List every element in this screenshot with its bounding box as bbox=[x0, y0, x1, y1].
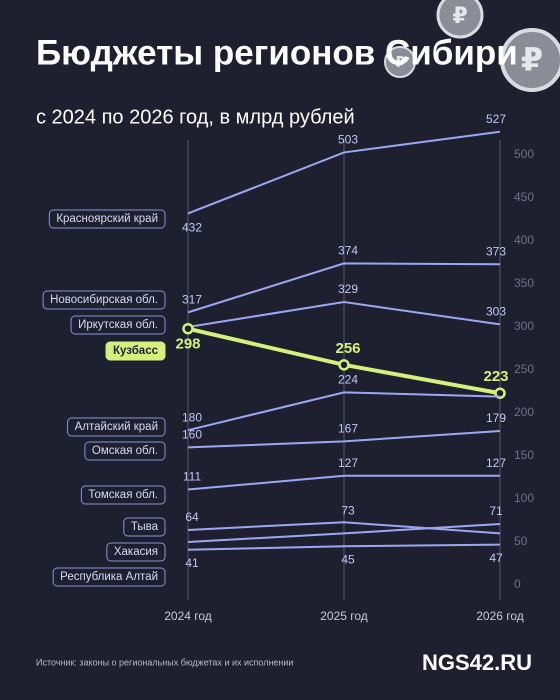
data-label: 223 bbox=[483, 368, 508, 385]
data-label: 180 bbox=[182, 410, 202, 424]
data-label: 503 bbox=[338, 133, 358, 147]
y-tick-label: 100 bbox=[514, 491, 534, 505]
y-tick-label: 400 bbox=[514, 233, 534, 247]
series-line bbox=[187, 301, 501, 328]
point bbox=[338, 359, 350, 371]
data-label: 256 bbox=[335, 340, 360, 357]
series-name: Республика Алтай bbox=[60, 571, 158, 583]
y-tick-label: 450 bbox=[514, 190, 534, 204]
pill-box bbox=[106, 542, 166, 562]
series-name: Омская обл. bbox=[92, 445, 158, 457]
y-tick-label: 350 bbox=[514, 276, 534, 290]
data-label: 47 bbox=[489, 551, 503, 565]
y-tick-label: 500 bbox=[514, 147, 534, 161]
pill-box bbox=[123, 517, 166, 537]
series-line bbox=[187, 474, 500, 491]
y-tick-label: 150 bbox=[514, 448, 534, 462]
y-tick-label: 0 bbox=[514, 577, 521, 591]
series-name: Новосибирская обл. bbox=[50, 294, 158, 306]
source: Источник: законы о региональных бюджетах… bbox=[36, 657, 293, 667]
pill-box bbox=[48, 209, 166, 229]
y-tick-label: 200 bbox=[514, 405, 534, 419]
pill-box bbox=[67, 417, 166, 437]
series-name-pill: Красноярский край bbox=[48, 209, 166, 229]
series-name: Хакасия bbox=[114, 546, 158, 558]
series-line bbox=[187, 262, 501, 314]
data-label: 45 bbox=[341, 552, 355, 566]
series-name-pill: Республика Алтай bbox=[52, 567, 166, 587]
svg-text:₽: ₽ bbox=[395, 54, 405, 71]
pill-box bbox=[105, 341, 166, 361]
series-name-pill: Тыва bbox=[123, 517, 166, 537]
data-label: 41 bbox=[185, 556, 199, 570]
series-name-pill: Новосибирская обл. bbox=[42, 290, 166, 310]
y-tick-label: 300 bbox=[514, 319, 534, 333]
data-label: 303 bbox=[486, 305, 506, 319]
pill-box bbox=[52, 567, 166, 587]
data-label: 160 bbox=[182, 428, 202, 442]
coins: ₽ ₽ ₽ bbox=[384, 0, 560, 92]
data-label: 167 bbox=[338, 422, 358, 436]
pill-box bbox=[80, 485, 166, 505]
data-label: 374 bbox=[338, 244, 358, 258]
series-name-pill: Иркутская обл. bbox=[70, 315, 166, 335]
series-name-pill: Хакасия bbox=[106, 542, 166, 562]
series-line bbox=[187, 522, 501, 543]
series-name: Алтайский край bbox=[75, 421, 158, 433]
data-label: 73 bbox=[341, 503, 355, 517]
pill-box bbox=[84, 441, 166, 461]
data-label: 317 bbox=[182, 293, 202, 307]
data-label: 127 bbox=[486, 456, 506, 470]
subtitle: с 2024 по 2026 год, в млрд рублей bbox=[36, 106, 355, 128]
data-label: 111 bbox=[183, 470, 202, 484]
series-line bbox=[187, 130, 501, 215]
title: Бюджеты регионов Сибири bbox=[36, 33, 518, 72]
data-label: 127 bbox=[338, 456, 358, 470]
series-line bbox=[187, 391, 501, 432]
series-name: Иркутская обл. bbox=[78, 319, 158, 331]
data-label: 71 bbox=[489, 504, 503, 518]
series-name-pill: Кузбасс bbox=[105, 341, 166, 361]
svg-text:₽: ₽ bbox=[452, 3, 467, 28]
series-name: Томская обл. bbox=[88, 489, 158, 501]
data-label: 527 bbox=[486, 112, 506, 126]
series-name-pill: Алтайский край bbox=[67, 417, 166, 437]
series-name-pill: Омская обл. bbox=[84, 441, 166, 461]
series-line bbox=[187, 543, 501, 551]
point bbox=[182, 322, 194, 335]
data-label: 298 bbox=[175, 336, 200, 353]
series-line bbox=[187, 430, 501, 449]
data-label: 64 bbox=[185, 510, 199, 524]
data-label: 329 bbox=[338, 282, 358, 296]
pill-box bbox=[70, 315, 166, 335]
series-name: Красноярский край bbox=[56, 213, 158, 225]
svg-text:₽: ₽ bbox=[521, 41, 543, 77]
series-name: Тыва bbox=[131, 521, 159, 533]
x-tick-label: 2026 год bbox=[476, 609, 524, 623]
x-tick-label: 2025 год bbox=[320, 609, 368, 623]
data-label: 224 bbox=[338, 373, 358, 387]
pill-box bbox=[42, 290, 166, 310]
data-label: 432 bbox=[182, 221, 202, 235]
brand: NGS42.RU bbox=[422, 650, 532, 675]
y-tick-label: 50 bbox=[514, 534, 528, 548]
x-tick-label: 2024 год bbox=[164, 609, 212, 623]
series-name-pill: Томская обл. bbox=[80, 485, 166, 505]
series-name: Кузбасс bbox=[113, 345, 159, 357]
point bbox=[494, 387, 506, 399]
series-line bbox=[187, 521, 501, 535]
data-label: 179 bbox=[486, 411, 506, 425]
y-tick-label: 250 bbox=[514, 362, 534, 376]
data-label: 373 bbox=[486, 244, 506, 258]
